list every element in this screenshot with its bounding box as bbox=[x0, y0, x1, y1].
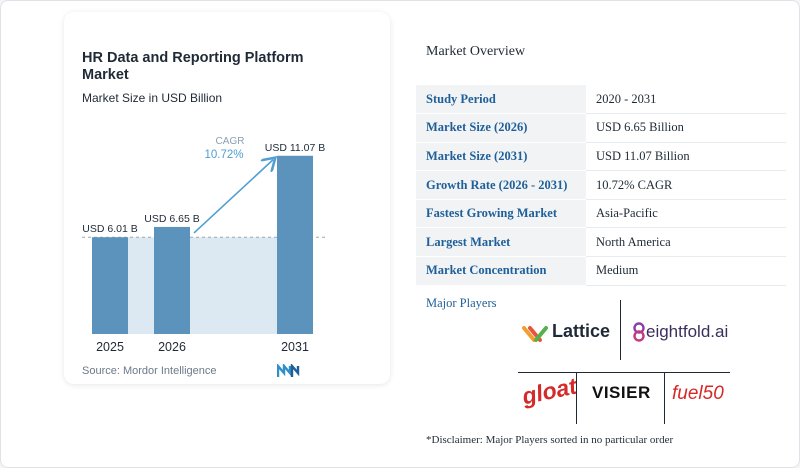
overview-value: 2020 - 2031 bbox=[586, 85, 786, 115]
overview-row: Study Period 2020 - 2031 bbox=[416, 85, 786, 115]
bar-value-label: USD 6.01 B bbox=[82, 223, 137, 235]
category-label: 2026 bbox=[158, 340, 186, 354]
mordor-logo-icon bbox=[277, 364, 300, 377]
overview-value: 10.72% CAGR bbox=[586, 170, 786, 200]
overview-key: Largest Market bbox=[416, 227, 586, 258]
overview-title: Market Overview bbox=[426, 44, 526, 59]
overview-key: Growth Rate (2026 - 2031) bbox=[416, 170, 586, 200]
major-players-title: Major Players bbox=[426, 296, 497, 310]
overview-key: Fastest Growing Market bbox=[416, 199, 586, 229]
category-label: 2031 bbox=[281, 340, 309, 354]
logo-divider bbox=[576, 372, 577, 424]
bar bbox=[154, 226, 190, 334]
chart-title: HR Data and Reporting Platform Market bbox=[82, 50, 304, 83]
visier-wordmark: VISIER bbox=[592, 383, 651, 402]
overview-row: Fastest Growing Market Asia-Pacific bbox=[416, 199, 786, 229]
overview-value: Medium bbox=[586, 256, 786, 286]
cagr-label: CAGR bbox=[216, 136, 245, 147]
logo-divider bbox=[620, 300, 621, 360]
cagr-value: 10.72% bbox=[204, 149, 243, 161]
lattice-wordmark: Lattice bbox=[552, 321, 611, 341]
overview-value: USD 11.07 Billion bbox=[586, 142, 786, 172]
chart-subtitle: Market Size in USD Billion bbox=[82, 91, 223, 105]
overview-value: USD 6.65 Billion bbox=[586, 113, 786, 143]
overview-value: North America bbox=[586, 227, 786, 258]
logo-divider bbox=[518, 372, 730, 373]
visier-logo: VISIER bbox=[592, 383, 652, 409]
logo-divider bbox=[664, 372, 665, 424]
bar bbox=[277, 155, 313, 334]
overview-row: Market Size (2031) USD 11.07 Billion bbox=[416, 142, 786, 172]
lattice-logo: Lattice bbox=[522, 318, 622, 346]
overview-row: Market Size (2026) USD 6.65 Billion bbox=[416, 113, 786, 143]
lattice-mark-icon bbox=[522, 326, 548, 342]
disclaimer-note: *Disclaimer: Major Players sorted in no … bbox=[426, 434, 674, 446]
overview-row: Market Concentration Medium bbox=[416, 256, 786, 286]
overview-key: Market Size (2026) bbox=[416, 113, 586, 143]
overview-row: Growth Rate (2026 - 2031) 10.72% CAGR bbox=[416, 170, 786, 200]
gloat-logo: gloat bbox=[520, 373, 579, 416]
bar-value-label: USD 11.07 B bbox=[265, 142, 326, 154]
overview-row: Largest Market North America bbox=[416, 227, 786, 258]
overview-table: Study Period 2020 - 2031 Market Size (202… bbox=[416, 85, 786, 286]
gloat-wordmark: gloat bbox=[519, 372, 579, 410]
cagr-arrow bbox=[193, 160, 273, 234]
eightfold-logo: eightfold.ai bbox=[630, 320, 740, 346]
fuel50-logo: fuel50 bbox=[672, 383, 732, 411]
category-label: 2025 bbox=[96, 340, 124, 354]
overview-key: Market Concentration bbox=[416, 256, 586, 286]
bar-value-label: USD 6.65 B bbox=[144, 213, 199, 225]
overview-value: Asia-Pacific bbox=[586, 199, 786, 229]
bar-chart: USD 6.01 B 2025 USD 6.65 B 2026 USD 11.07 B 2… bbox=[82, 136, 326, 354]
source-note: Source: Mordor Intelligence bbox=[82, 365, 217, 377]
fuel50-wordmark: fuel50 bbox=[672, 383, 724, 404]
overview-key: Study Period bbox=[416, 85, 586, 115]
eightfold-mark-icon bbox=[633, 322, 645, 342]
overview-key: Market Size (2031) bbox=[416, 142, 586, 172]
eightfold-wordmark: eightfold.ai bbox=[646, 322, 729, 341]
bar bbox=[92, 237, 128, 334]
